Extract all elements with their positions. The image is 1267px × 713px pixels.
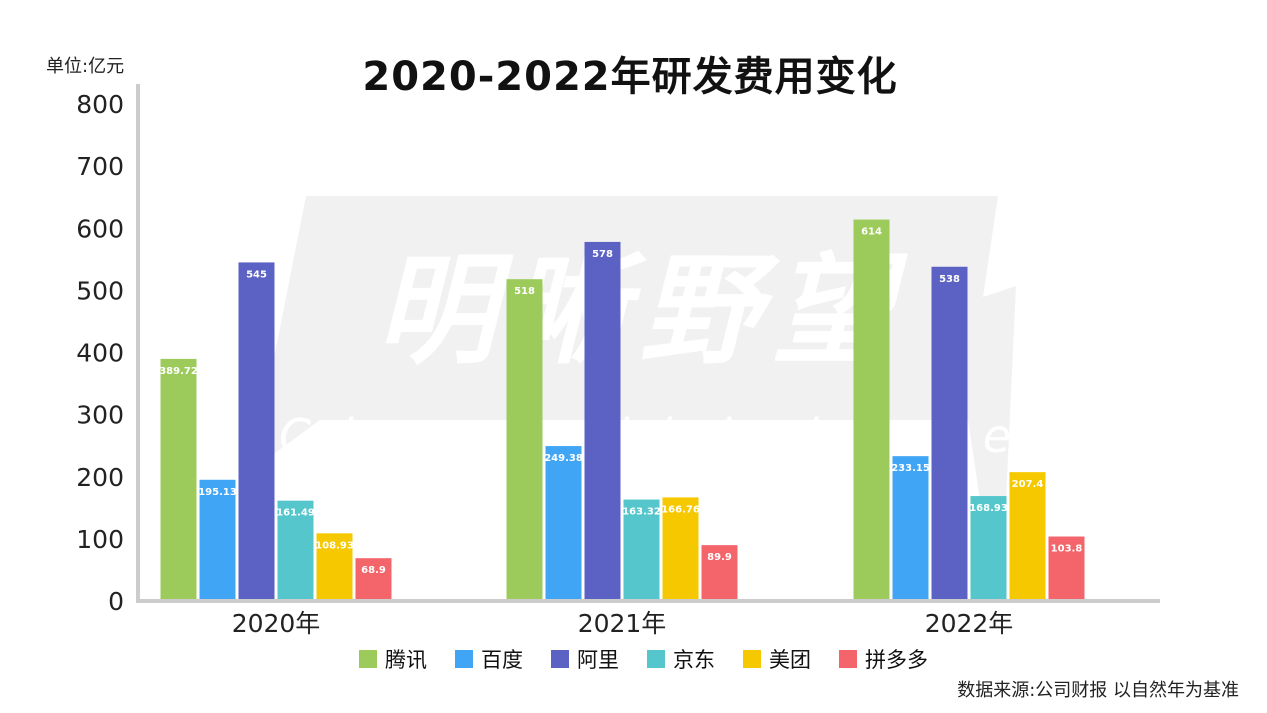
y-tick-label: 100 (76, 525, 124, 554)
x-tick-label: 2022年 (925, 609, 1014, 638)
legend-label: 阿里 (577, 648, 619, 672)
legend-label: 拼多多 (865, 648, 928, 672)
bar (853, 219, 890, 600)
y-tick-label: 700 (76, 152, 124, 181)
source-note: 数据来源:公司财报 以自然年为基准 (957, 680, 1239, 701)
bar (1048, 536, 1085, 599)
data-label: 518 (514, 286, 535, 297)
legend-swatch (647, 650, 665, 668)
y-tick-label: 600 (76, 214, 124, 243)
legend-swatch (839, 650, 857, 668)
legend: 腾讯 百度 阿里 京东 美团 拼多多 (0, 644, 1267, 674)
watermark-text-sub: Clearwild hope (279, 409, 1041, 463)
data-label: 103.8 (1051, 544, 1083, 555)
data-label: 168.93 (969, 503, 1008, 514)
bar (584, 241, 621, 600)
legend-item: 阿里 (551, 644, 619, 674)
data-label: 207.4 (1012, 479, 1044, 490)
legend-label: 腾讯 (385, 648, 427, 672)
data-label: 195.13 (198, 487, 237, 498)
legend-label: 京东 (673, 648, 715, 672)
bar (199, 479, 236, 599)
y-tick-label: 300 (76, 401, 124, 430)
legend-label: 百度 (481, 648, 523, 672)
legend-item: 京东 (647, 644, 715, 674)
bar (506, 279, 543, 599)
legend-swatch (359, 650, 377, 668)
x-tick-label: 2020年 (232, 609, 321, 638)
watermark-text-main: 明晰野望 (376, 242, 908, 381)
legend-item: 百度 (455, 644, 523, 674)
data-label: 68.9 (361, 565, 386, 576)
data-label: 161.49 (276, 508, 315, 519)
labels-group: 0 100 200 300 400 500 600 700 800 389.72 195.13 545… (76, 90, 1082, 638)
legend-swatch (551, 650, 569, 668)
data-label: 108.93 (315, 540, 354, 551)
legend-swatch (455, 650, 473, 668)
bar (892, 456, 929, 599)
data-label: 389.72 (159, 366, 198, 377)
data-label: 578 (592, 249, 613, 260)
bar (662, 497, 699, 599)
y-axis-unit-label: 单位:亿元 (46, 56, 125, 77)
bar (970, 496, 1007, 599)
axes-group (136, 84, 1160, 603)
bar (623, 499, 660, 599)
y-tick-label: 500 (76, 276, 124, 305)
legend-swatch (743, 650, 761, 668)
bar (316, 533, 353, 599)
legend-item: 腾讯 (359, 644, 427, 674)
data-label: 614 (861, 227, 882, 238)
bar (355, 558, 392, 599)
watermark: 明晰野望 Clearwild hope (252, 196, 1041, 500)
watermark-shape (252, 196, 1016, 500)
y-tick-label: 800 (76, 90, 124, 119)
y-tick-label: 0 (108, 587, 124, 616)
legend-item: 拼多多 (839, 644, 928, 674)
bar (160, 358, 197, 599)
data-label: 163.32 (622, 507, 661, 518)
bar (931, 266, 968, 599)
y-tick-label: 200 (76, 463, 124, 492)
data-label: 166.76 (661, 504, 700, 515)
data-label: 545 (246, 269, 267, 280)
data-label: 233.15 (891, 463, 930, 474)
chart-title: 2020-2022年研发费用变化 (362, 54, 898, 100)
data-label: 249.38 (544, 453, 583, 464)
y-tick-label: 400 (76, 339, 124, 368)
bar (701, 545, 738, 599)
legend-item: 美团 (743, 644, 811, 674)
bar (545, 446, 582, 599)
data-label: 538 (939, 274, 960, 285)
x-tick-label: 2021年 (578, 609, 667, 638)
data-label: 89.9 (707, 552, 732, 563)
bar (1009, 472, 1046, 599)
bars-group (160, 219, 1085, 600)
legend-label: 美团 (769, 648, 811, 672)
bar (277, 500, 314, 599)
bar (238, 262, 275, 599)
